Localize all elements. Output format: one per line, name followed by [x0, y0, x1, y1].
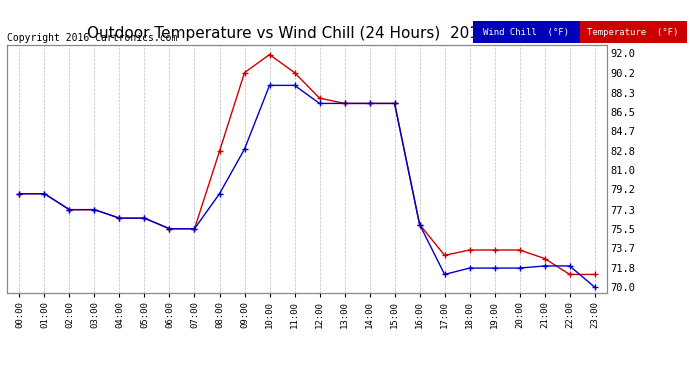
Text: Copyright 2016 Cartronics.com: Copyright 2016 Cartronics.com — [7, 33, 177, 42]
Text: Wind Chill  (°F): Wind Chill (°F) — [483, 28, 569, 37]
Title: Outdoor Temperature vs Wind Chill (24 Hours)  20160723: Outdoor Temperature vs Wind Chill (24 Ho… — [87, 26, 527, 41]
Text: Temperature  (°F): Temperature (°F) — [587, 28, 679, 37]
